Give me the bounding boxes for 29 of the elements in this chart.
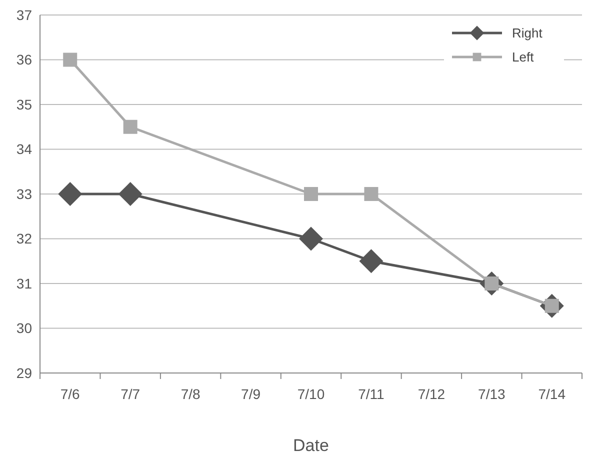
y-tick-label: 35 — [16, 96, 32, 112]
x-tick-label: 7/9 — [241, 386, 261, 402]
y-tick-label: 31 — [16, 275, 32, 292]
x-tick-label: 7/12 — [418, 386, 446, 402]
point — [359, 249, 384, 274]
y-tick-label: 33 — [16, 186, 32, 202]
x-tick-label: 7/14 — [538, 386, 566, 402]
x-tick-label: 7/7 — [120, 386, 140, 402]
point — [63, 52, 78, 67]
y-tick-label: 32 — [16, 230, 32, 247]
point — [58, 182, 82, 206]
x-tick-label: 7/10 — [297, 386, 325, 402]
legend-label: Right — [512, 26, 543, 41]
point — [364, 187, 378, 201]
x-tick-label: 7/6 — [60, 386, 80, 402]
y-tick-label: 37 — [16, 6, 32, 23]
y-tick-label: 29 — [16, 364, 32, 381]
point — [123, 120, 138, 134]
x-tick-label: 7/11 — [358, 386, 385, 402]
point — [118, 182, 142, 206]
x-axis-title: Date — [293, 436, 329, 455]
point — [304, 187, 318, 201]
y-tick-label: 34 — [16, 141, 32, 158]
x-tick-label: 7/8 — [180, 386, 200, 402]
point — [299, 226, 323, 251]
y-tick-label: 36 — [16, 52, 32, 68]
x-tick-label: 7/13 — [478, 386, 506, 402]
y-tick-label: 30 — [16, 320, 32, 336]
legend-label: Left — [512, 50, 534, 65]
